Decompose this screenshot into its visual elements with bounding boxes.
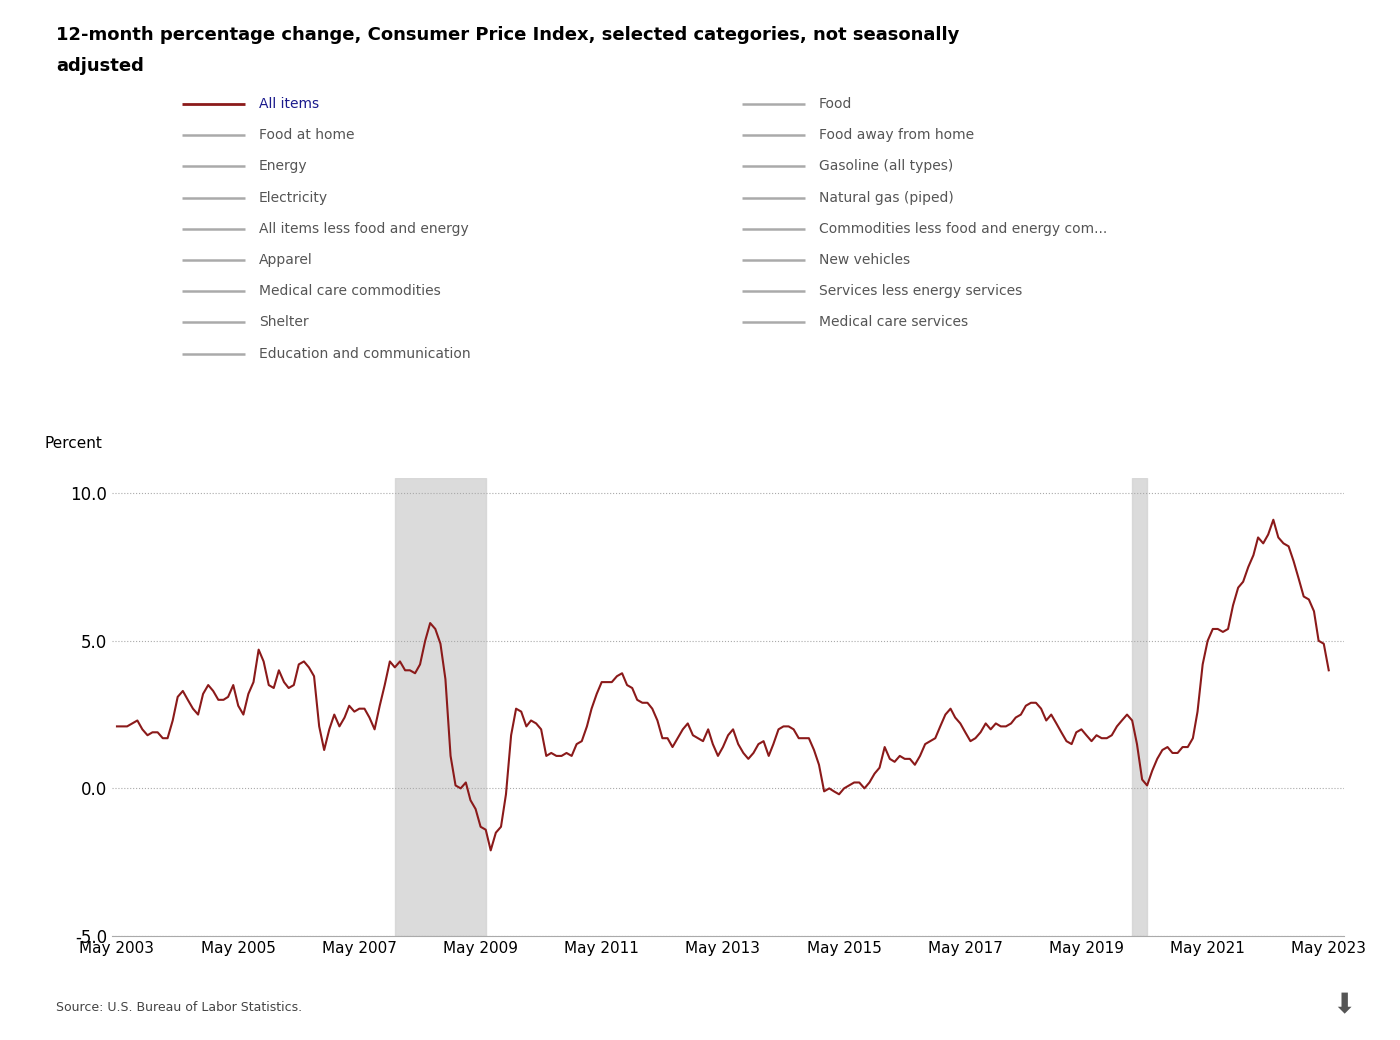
Text: Electricity: Electricity [259,190,328,205]
Text: Commodities less food and energy com...: Commodities less food and energy com... [819,222,1107,236]
Text: New vehicles: New vehicles [819,253,910,267]
Text: All items less food and energy: All items less food and energy [259,222,469,236]
Text: 12-month percentage change, Consumer Price Index, selected categories, not seaso: 12-month percentage change, Consumer Pri… [56,26,959,44]
Text: Percent: Percent [45,436,102,451]
Text: Food: Food [819,97,853,111]
Bar [1133,478,1147,936]
Text: Apparel: Apparel [259,253,312,267]
Bar [395,478,486,936]
Text: Gasoline (all types): Gasoline (all types) [819,159,953,174]
Text: Source: U.S. Bureau of Labor Statistics.: Source: U.S. Bureau of Labor Statistics. [56,1000,302,1014]
Text: Services less energy services: Services less energy services [819,284,1022,298]
Text: ⬇: ⬇ [1333,991,1355,1019]
Text: Food at home: Food at home [259,128,354,142]
Text: Medical care services: Medical care services [819,315,969,330]
Text: Natural gas (piped): Natural gas (piped) [819,190,953,205]
Text: Food away from home: Food away from home [819,128,974,142]
Text: Shelter: Shelter [259,315,308,330]
Text: All items: All items [259,97,319,111]
Text: Education and communication: Education and communication [259,346,470,361]
Text: adjusted: adjusted [56,57,144,75]
Text: Energy: Energy [259,159,308,174]
Text: Medical care commodities: Medical care commodities [259,284,441,298]
